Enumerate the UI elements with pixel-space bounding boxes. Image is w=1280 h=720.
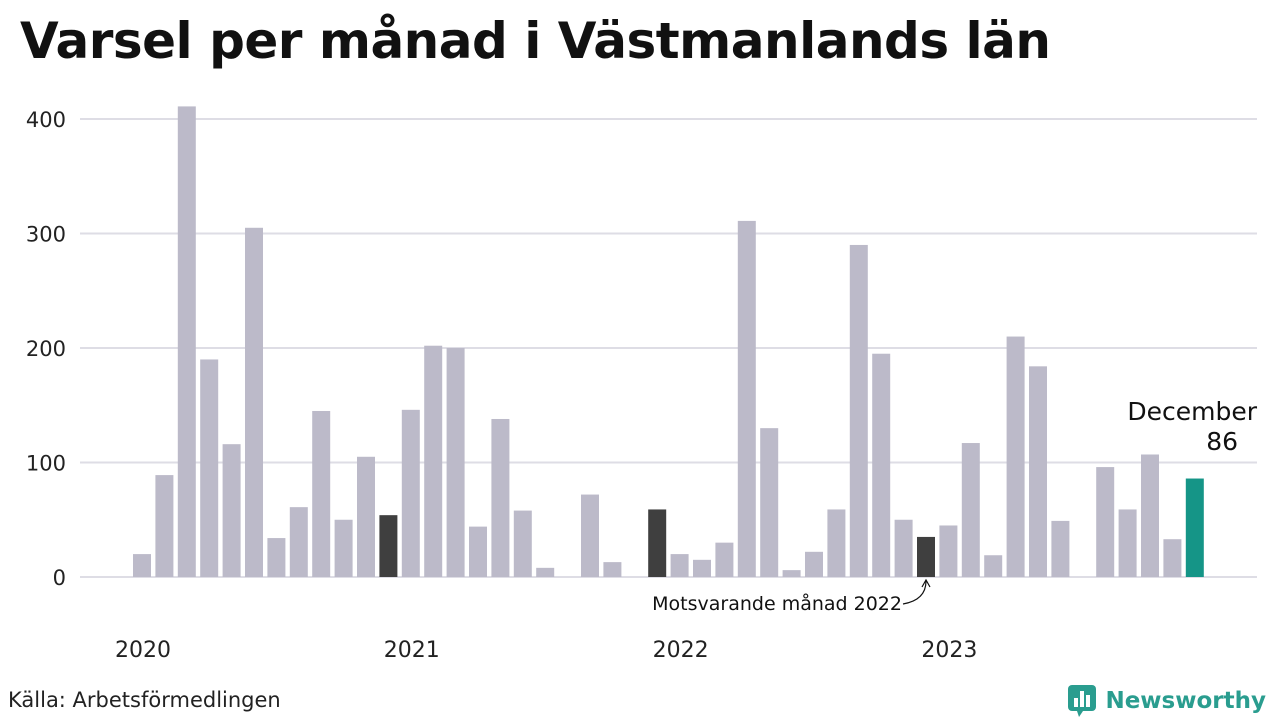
annotation-label: Motsvarande månad 2022: [652, 592, 902, 615]
bar: [133, 554, 151, 577]
bar: [1051, 520, 1070, 577]
bar: [939, 525, 958, 577]
x-tick-label: 2023: [921, 638, 977, 663]
bar: [177, 106, 196, 577]
bar: [1006, 336, 1025, 577]
bar: [1118, 509, 1137, 577]
bar: [357, 456, 375, 577]
bar: [289, 507, 308, 577]
bar: [536, 567, 555, 577]
bar: [245, 227, 263, 577]
bar: [446, 348, 465, 577]
bar: [693, 559, 711, 577]
y-tick-label: 0: [53, 566, 66, 590]
bar: [267, 538, 286, 577]
bar: [1096, 467, 1115, 577]
y-tick-label: 100: [26, 452, 66, 476]
brand-logo[interactable]: Newsworthy: [1067, 684, 1266, 718]
bar: [200, 359, 219, 577]
bar: [849, 244, 868, 577]
bar: [469, 526, 487, 577]
x-tick-label: 2022: [653, 638, 709, 663]
bar: [603, 562, 622, 577]
bar: [334, 519, 353, 577]
bar: [491, 418, 510, 577]
bar: [1163, 539, 1182, 577]
highlight-month-label: December: [1127, 397, 1257, 426]
bar: [312, 410, 331, 577]
x-tick-label: 2020: [115, 638, 171, 663]
bar: [984, 555, 1003, 577]
bar: [917, 536, 935, 577]
highlight-value-label: 86: [1206, 427, 1238, 456]
bar: [872, 353, 891, 577]
bar: [737, 220, 756, 577]
annotation-arrowhead: [921, 578, 931, 588]
bar: [670, 554, 689, 577]
bar: [401, 409, 420, 577]
bar: [894, 519, 913, 577]
brand-name: Newsworthy: [1105, 688, 1266, 714]
bar: [760, 428, 779, 577]
bar: [581, 494, 599, 577]
chart-title: Varsel per månad i Västmanlands län: [20, 12, 1051, 70]
annotation-arrow: [902, 580, 927, 605]
bar: [222, 444, 241, 577]
bar-chart-logo-icon: [1068, 685, 1097, 717]
y-tick-label: 400: [26, 108, 66, 132]
bar: [648, 509, 667, 577]
bar: [1141, 454, 1159, 577]
source-label: Källa: Arbetsförmedlingen: [8, 688, 281, 712]
bar: [513, 510, 532, 577]
bar: [782, 570, 801, 577]
bar: [961, 443, 980, 577]
bar: [379, 515, 398, 577]
bar: [155, 475, 174, 577]
bar: [424, 345, 443, 577]
y-tick-label: 200: [26, 337, 66, 361]
x-tick-label: 2021: [384, 638, 440, 663]
y-tick-label: 300: [26, 223, 66, 247]
bar: [1185, 478, 1204, 577]
bar: [805, 551, 823, 577]
bar: [1029, 366, 1047, 577]
bar: [715, 542, 734, 577]
bar: [827, 509, 846, 577]
